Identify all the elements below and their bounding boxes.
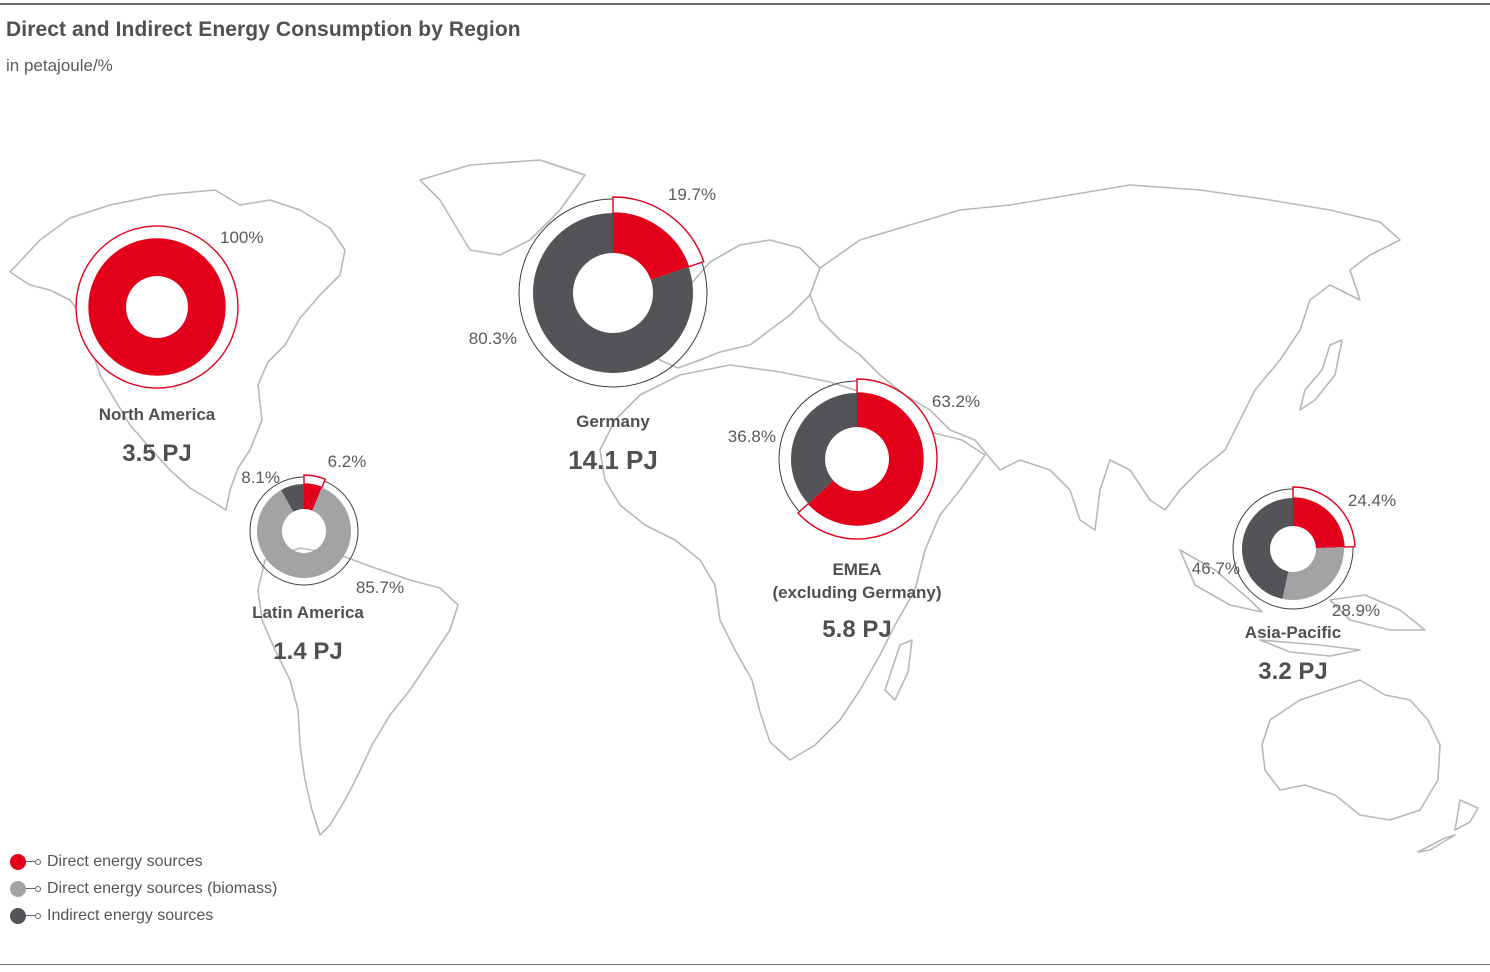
region-name-label: EMEA (832, 560, 881, 579)
map-madagascar (884, 639, 913, 701)
donut-germany: 19.7% 80.3% Germany 14.1 PJ (469, 185, 716, 475)
region-name-label: (excluding Germany) (772, 583, 941, 602)
legend-label-biomass: Direct energy sources (biomass) (47, 879, 278, 897)
legend-item-direct: Direct energy sources (10, 848, 277, 875)
region-name-label: Germany (576, 412, 650, 431)
donut-slice-direct-energy-sources (1293, 498, 1344, 549)
donut-slice-direct-energy-sources (304, 484, 322, 511)
donut-layer: 100% North America 3.5 PJ 19.7% 80.3% Germany… (75, 185, 1396, 685)
slice-percent-label: 85.7% (356, 578, 404, 597)
slice-percent-label: 6.2% (328, 452, 367, 471)
donut-slice-direct-energy-sources-biomass (257, 487, 351, 578)
slice-percent-label: 24.4% (1348, 491, 1396, 510)
region-total-label: 14.1 PJ (568, 445, 658, 475)
slice-percent-label: 36.8% (728, 427, 776, 446)
map-south-america (257, 547, 459, 836)
region-total-label: 5.8 PJ (822, 616, 891, 643)
legend-swatch-direct-icon (10, 853, 26, 870)
region-total-label: 1.4 PJ (273, 638, 342, 665)
donut-slice-indirect-energy-sources (1241, 498, 1293, 599)
legend-swatch-biomass-icon (10, 880, 26, 897)
donut-slice-direct-energy-sources (89, 239, 225, 375)
top-rule (0, 3, 1490, 5)
donut-emea-excluding-germany: 63.2% 36.8% EMEA (excluding Germany) 5.8 PJ (728, 378, 980, 643)
legend: Direct energy sources Direct energy sour… (10, 848, 277, 929)
map-australia (1261, 679, 1441, 821)
legend-connector-dot-icon (35, 912, 41, 919)
legend-connector (26, 861, 35, 862)
map-japan (1299, 339, 1343, 411)
chart-title: Direct and Indirect Energy Consumption b… (6, 18, 521, 41)
slice-percent-label: 8.1% (241, 468, 280, 487)
map-indonesia (1179, 549, 1426, 657)
region-total-label: 3.2 PJ (1258, 658, 1327, 685)
donut-slice-indirect-energy-sources (791, 393, 857, 504)
map-greenland (419, 159, 586, 256)
slice-percent-label: 46.7% (1192, 559, 1240, 578)
legend-label-indirect: Indirect energy sources (47, 906, 214, 924)
world-map-outline (9, 159, 1479, 853)
legend-item-indirect: Indirect energy sources (10, 902, 277, 929)
map-europe (639, 239, 821, 369)
legend-connector (26, 915, 35, 916)
legend-label-direct: Direct energy sources (47, 852, 203, 870)
map-asia (809, 184, 1401, 531)
donut-latin-america: 6.2% 85.7% 8.1% Latin America 1.4 PJ (241, 452, 404, 665)
slice-percent-label: 80.3% (469, 329, 517, 348)
region-name-label: Latin America (252, 603, 364, 622)
map-north-america (9, 189, 346, 511)
legend-connector-dot-icon (35, 885, 41, 892)
slice-percent-label: 63.2% (932, 392, 980, 411)
donut-slice-direct-energy-sources-biomass (1282, 547, 1344, 601)
region-name-label: North America (99, 405, 216, 424)
donut-slice-indirect-energy-sources (281, 484, 304, 512)
slice-percent-label: 100% (220, 228, 263, 247)
donut-slice-direct-energy-sources (613, 213, 689, 280)
legend-item-biomass: Direct energy sources (biomass) (10, 875, 277, 902)
donut-slice-direct-energy-sources (808, 393, 923, 525)
legend-connector (26, 888, 35, 889)
donut-north-america: 100% North America 3.5 PJ (75, 225, 263, 467)
legend-swatch-indirect-icon (10, 907, 26, 924)
donut-slice-indirect-energy-sources (533, 213, 693, 374)
slice-percent-label: 28.9% (1332, 601, 1380, 620)
region-total-label: 3.5 PJ (122, 440, 191, 467)
donut-asia-pacific: 24.4% 28.9% 46.7% Asia-Pacific 3.2 PJ (1192, 486, 1396, 685)
chart-subtitle: in petajoule/% (6, 56, 113, 75)
region-name-label: Asia-Pacific (1245, 623, 1341, 642)
legend-connector-dot-icon (35, 858, 41, 865)
bottom-rule (0, 964, 1490, 965)
slice-percent-label: 19.7% (668, 185, 716, 204)
map-new-zealand (1417, 799, 1479, 853)
